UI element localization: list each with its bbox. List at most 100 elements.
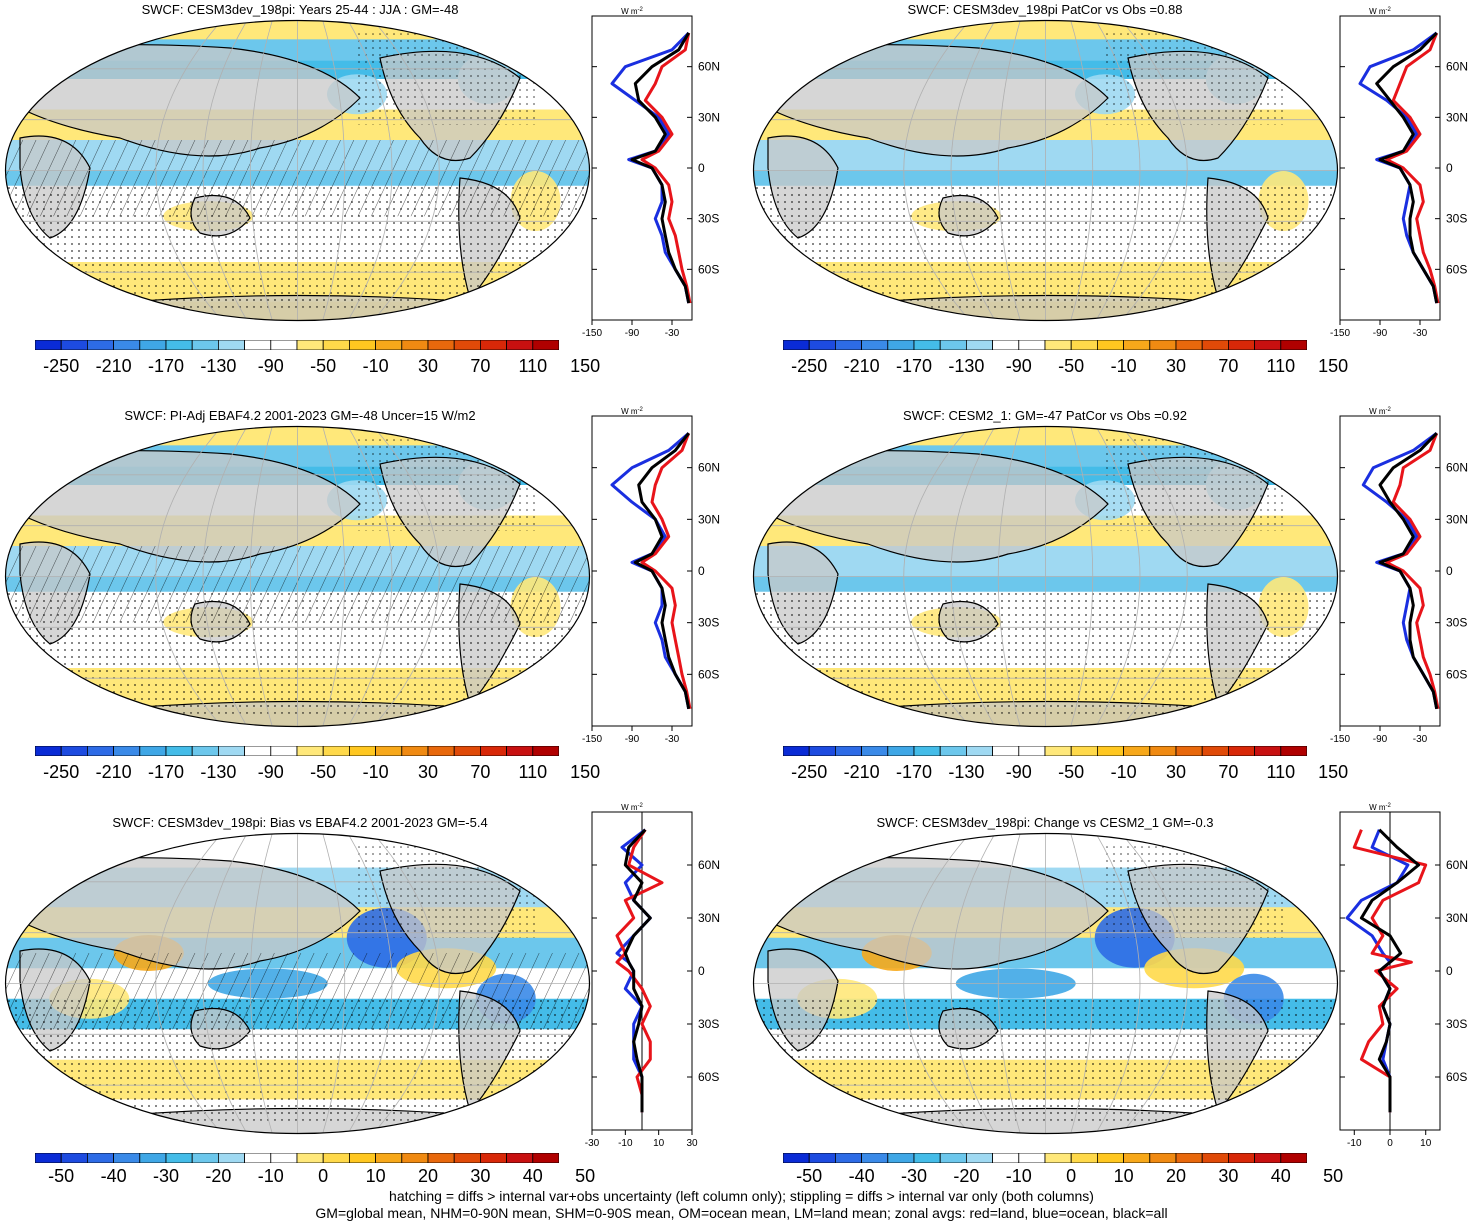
colorbar-tick-label: -50 <box>796 1166 823 1186</box>
colorbar-swatch <box>861 340 889 350</box>
colorbar-swatch <box>1280 746 1307 756</box>
colorbar-swatch <box>939 746 967 756</box>
colorbar-swatch <box>244 340 272 350</box>
lat-tick-label: 60S <box>1446 1070 1467 1084</box>
colorbar-swatch <box>296 1153 324 1163</box>
lat-tick-label: 60S <box>1446 667 1467 681</box>
colorbar-tick-label: -40 <box>100 1166 127 1186</box>
lat-tick-label: 60S <box>698 262 719 276</box>
x-tick-label: 10 <box>653 1138 665 1149</box>
zonal-units-label: W m-2 <box>621 7 643 16</box>
colorbar-swatch <box>808 746 836 756</box>
colorbar-swatch <box>783 746 810 756</box>
colorbar-tick-label: 40 <box>1270 1166 1291 1186</box>
zonal-series-all <box>1375 31 1439 304</box>
colorbar-tick-label: 150 <box>570 356 601 376</box>
graticule-line <box>155 20 225 321</box>
colorbar-swatch <box>427 746 455 756</box>
colorbar-swatch <box>835 340 863 350</box>
graticule-line <box>249 20 274 321</box>
colorbar-swatch <box>939 1153 967 1163</box>
colorbar-tick-label: -10 <box>362 762 389 782</box>
colorbar-tick-label: 0 <box>318 1166 329 1186</box>
stippling <box>357 439 536 531</box>
graticule-line <box>370 426 440 727</box>
colorbar-tick-label: 30 <box>1218 1166 1239 1186</box>
lat-tick-label: 30N <box>698 512 720 526</box>
colorbar-swatch <box>887 1153 915 1163</box>
stippling <box>1105 33 1284 125</box>
colorbar-tick-label: 0 <box>1066 1166 1077 1186</box>
map-border <box>752 19 1339 322</box>
colorbar-swatch <box>217 746 245 756</box>
colorbar-tick-label: 10 <box>365 1166 386 1186</box>
colorbar-swatch <box>1044 340 1072 350</box>
colorbar-swatch <box>1096 340 1124 350</box>
zonal-mean-panel-4: W m-2 60N 30N 0 30S 60S -150 -90 -30 <box>1330 407 1468 745</box>
colorbar-tick-label: 30 <box>417 762 439 782</box>
colorbar-swatch <box>887 340 915 350</box>
graticule-line <box>155 833 225 1134</box>
colorbar-tick-label: -20 <box>205 1166 232 1186</box>
colorbar-swatch <box>113 746 141 756</box>
lat-tick-label: 60S <box>1446 262 1467 276</box>
colorbar-tick-label: 50 <box>575 1166 596 1186</box>
colorbar-tick-label: -50 <box>1058 762 1085 782</box>
colorbar-swatch <box>861 1153 889 1163</box>
colorbar-swatch <box>139 340 167 350</box>
x-tick-label: -150 <box>582 328 602 339</box>
colorbar-swatch <box>532 340 559 350</box>
colorbar-4 <box>783 746 1307 756</box>
colorbar-tick-label: -170 <box>895 762 933 782</box>
zonal-units-label: W m-2 <box>621 407 643 416</box>
colorbar-swatch <box>1227 746 1255 756</box>
colorbar-swatch <box>453 340 481 350</box>
colorbar-swatch <box>165 340 193 350</box>
colorbar-swatch <box>479 1153 507 1163</box>
x-tick-label: -30 <box>1413 734 1428 745</box>
lat-tick-label: 30S <box>698 616 719 630</box>
colorbar-tick-label: 20 <box>1165 1166 1187 1186</box>
footer-line-1: hatching = diffs > internal var+obs unce… <box>389 1188 1094 1204</box>
zonal-series-land <box>1352 829 1428 1113</box>
colorbar-tick-label: -250 <box>43 762 80 782</box>
colorbar-swatch <box>165 1153 193 1163</box>
x-tick-label: -90 <box>625 328 640 339</box>
lat-tick-label: 60N <box>698 60 720 74</box>
zonal-series-land <box>615 828 664 1113</box>
colorbar-tick-label: 30 <box>1165 356 1187 376</box>
graticule-line <box>346 426 393 727</box>
zonal-mean-panel-2: W m-2 60N 30N 0 30S 60S -150 -90 -30 <box>1330 7 1468 339</box>
stippling <box>1105 846 1284 938</box>
colorbar-swatch <box>87 340 115 350</box>
lat-tick-label: 30N <box>698 911 720 925</box>
stippling <box>357 846 536 938</box>
colorbar-swatch <box>375 1153 403 1163</box>
panel-title-5: SWCF: CESM3dev_198pi: Bias vs EBAF4.2 20… <box>112 815 488 830</box>
colorbar-swatch <box>217 340 245 350</box>
colorbar-swatch <box>60 1153 88 1163</box>
colorbar-tick-label: 150 <box>1318 762 1349 782</box>
colorbar-tick-label: 30 <box>470 1166 491 1186</box>
zonal-mean-panel-6: W m-2 60N 30N 0 30S 60S -10 0 10 <box>1339 803 1468 1149</box>
colorbar-swatch <box>401 340 429 350</box>
colorbar-swatch <box>270 340 298 350</box>
zonal-units-label: W m-2 <box>1369 7 1391 16</box>
colorbar-swatch <box>1227 340 1255 350</box>
colorbar-swatch <box>1175 340 1203 350</box>
colorbar-tick-label: -30 <box>152 1166 180 1186</box>
lat-tick-label: 30N <box>1446 512 1468 526</box>
x-tick-label: 0 <box>1387 1138 1393 1149</box>
colorbar-tick-label: -210 <box>95 356 132 376</box>
colorbar-swatch <box>191 1153 219 1163</box>
colorbar-labels-1: -250 -210 -170 -130 -90 -50 -10 30 70 110 150 <box>35 356 600 378</box>
colorbar-swatch <box>375 340 403 350</box>
colorbar-3 <box>35 746 559 756</box>
graticule-line <box>1094 20 1141 321</box>
x-tick-label: -150 <box>1330 328 1350 339</box>
colorbar-swatch <box>427 1153 455 1163</box>
colorbar-tick-label: -50 <box>310 762 337 782</box>
colorbar-tick-label: 50 <box>1323 1166 1344 1186</box>
lat-tick-label: 60N <box>1446 858 1468 872</box>
colorbar-swatch <box>348 340 376 350</box>
